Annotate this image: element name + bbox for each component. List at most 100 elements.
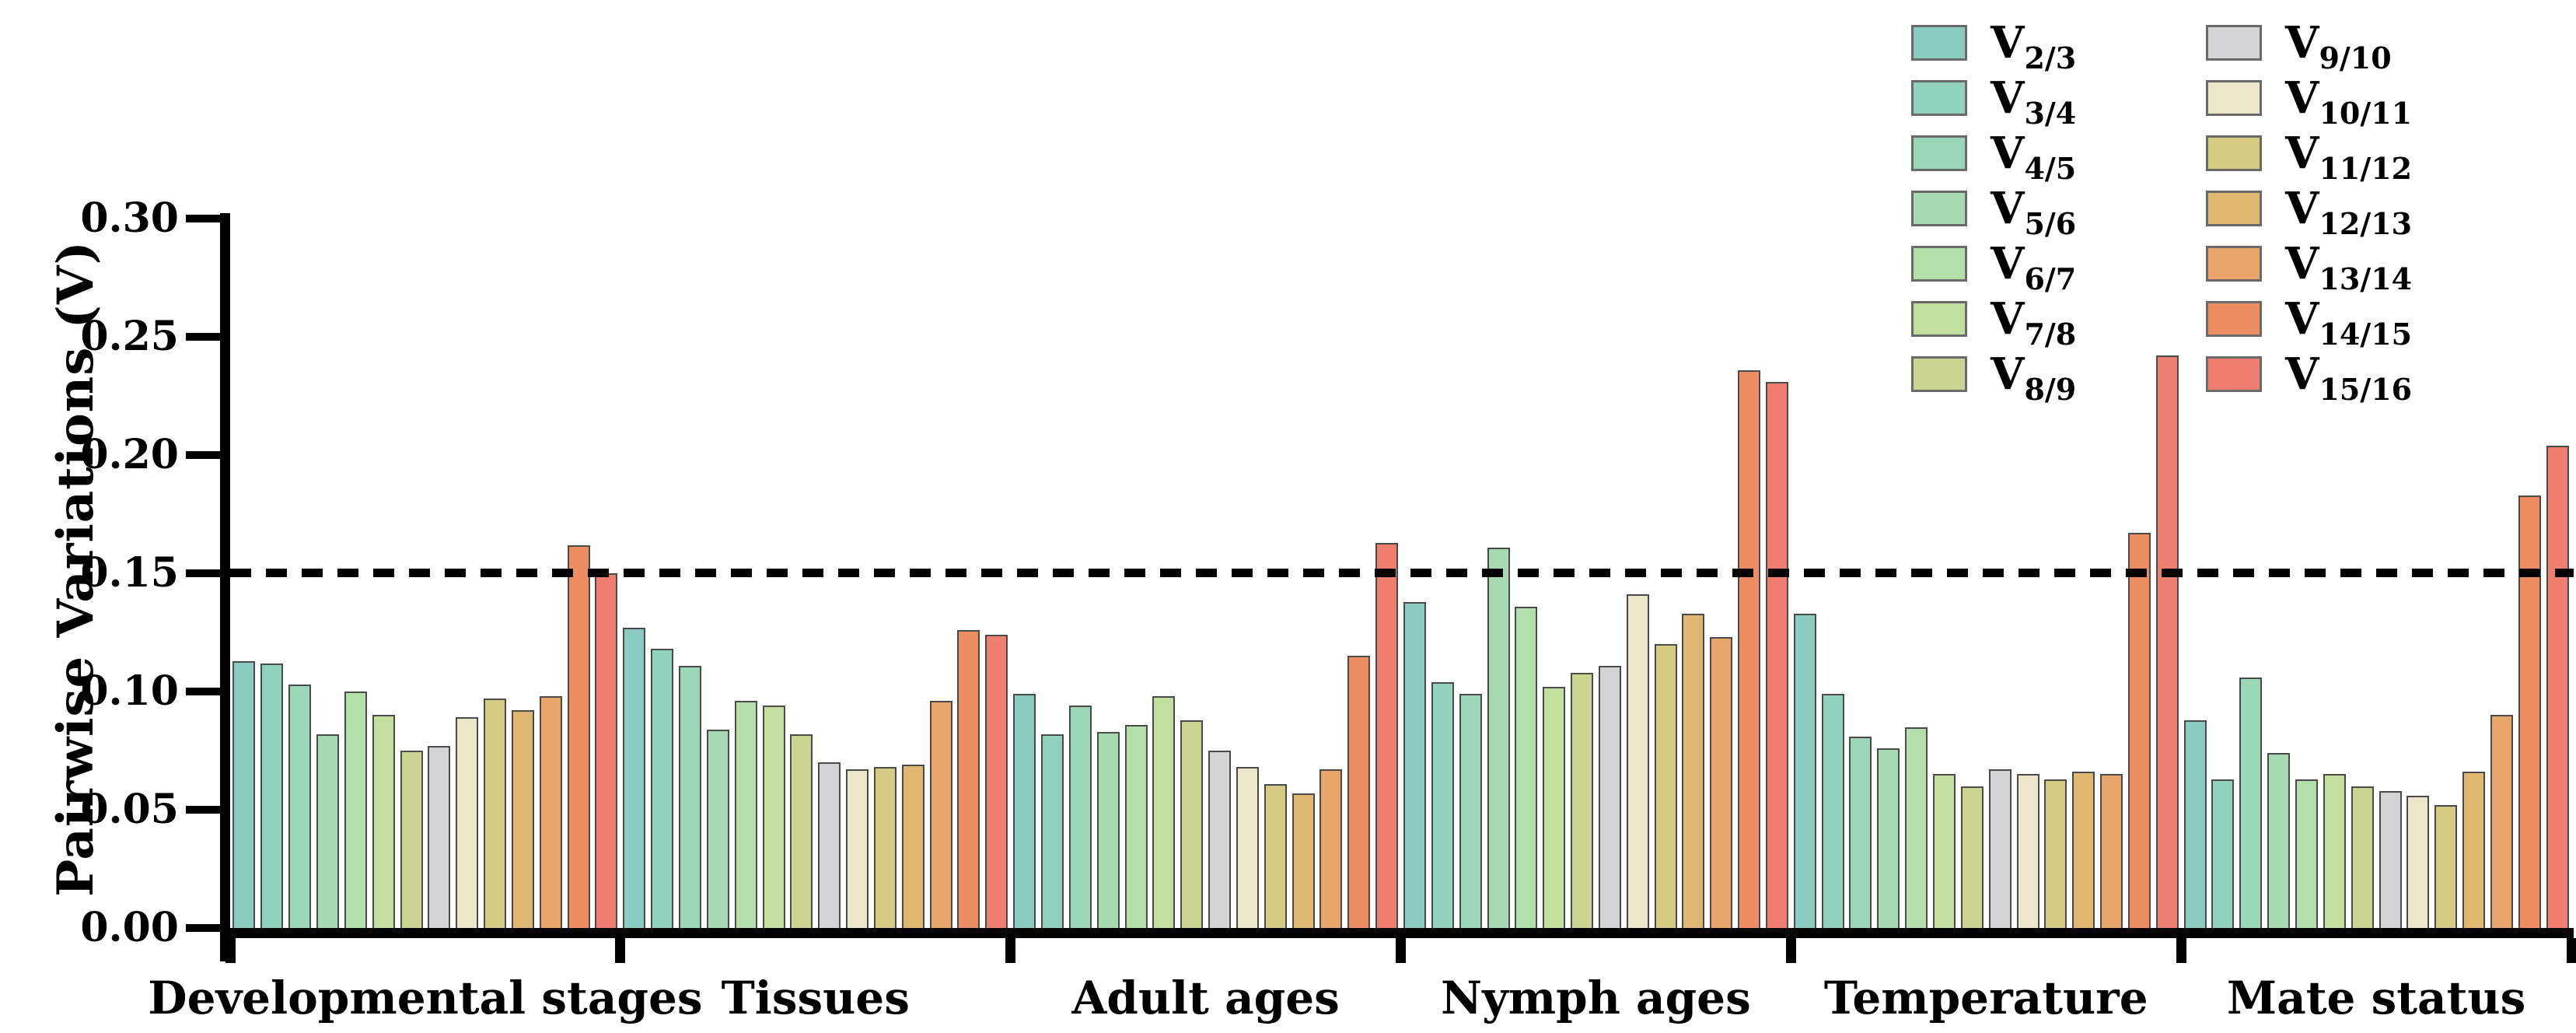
bar-V9-10-group1: [428, 745, 451, 928]
bar-V4-5-group2: [678, 665, 701, 928]
bar-V9-10-group3: [1208, 751, 1231, 928]
legend-label-V7-8: V7/8: [1991, 293, 2077, 352]
bar-V10-11-group2: [846, 769, 869, 928]
bar-V15-16-group6: [2546, 445, 2569, 928]
x-group-boundary-tick: [1785, 938, 1796, 963]
bar-V11-12-group6: [2434, 804, 2458, 928]
bar-V2-3-group1: [232, 660, 256, 928]
y-tick: [186, 806, 220, 814]
bar-V7-8-group4: [1543, 686, 1566, 928]
legend-label-V5-6: V5/6: [1991, 183, 2077, 241]
bar-V12-13-group5: [2072, 772, 2095, 928]
bar-V5-6-group6: [2267, 753, 2291, 928]
bar-V7-8-group3: [1152, 696, 1176, 928]
x-group-label: Nymph ages: [1441, 972, 1751, 1024]
legend-label-V8-9: V8/9: [1991, 348, 2077, 407]
bar-V3-4-group4: [1431, 681, 1454, 928]
bar-V5-6-group5: [1877, 748, 1900, 928]
bar-V11-12-group1: [484, 699, 506, 928]
bar-V12-13-group4: [1682, 613, 1705, 928]
legend-label-V9-10: V9/10: [2285, 17, 2392, 75]
legend-swatch-V3-4: [1911, 80, 1967, 116]
bar-V4-5-group3: [1068, 706, 1092, 928]
bar-V11-12-group4: [1654, 644, 1677, 928]
bar-V2-3-group5: [1793, 613, 1816, 928]
bar-V14-15-group4: [1738, 369, 1761, 928]
bar-V15-16-group5: [2155, 355, 2179, 928]
bar-V7-8-group2: [762, 706, 785, 928]
threshold-dashed-line: [230, 569, 2574, 577]
x-group-boundary-tick: [1396, 938, 1406, 963]
bar-V11-12-group3: [1264, 783, 1287, 928]
x-group-label: Temperature: [1823, 972, 2148, 1024]
bar-V14-15-group3: [1347, 656, 1371, 928]
bar-V10-11-group3: [1236, 767, 1259, 928]
legend-swatch-V12-13: [2206, 191, 2262, 226]
y-tick-label: 0.00: [80, 904, 179, 951]
bar-V12-13-group2: [901, 765, 924, 928]
y-tick: [186, 688, 220, 695]
legend-label-V2-3: V2/3: [1991, 17, 2077, 75]
bar-V8-9-group5: [1960, 786, 1984, 928]
bar-V2-3-group6: [2183, 720, 2207, 928]
bar-V5-6-group4: [1487, 547, 1510, 928]
bar-V15-16-group2: [985, 635, 1008, 928]
bar-V13-14-group6: [2490, 715, 2513, 928]
bar-V10-11-group1: [456, 717, 479, 928]
legend-swatch-V14-15: [2206, 301, 2262, 337]
bar-V3-4-group3: [1040, 734, 1064, 928]
y-tick: [186, 333, 220, 341]
x-group-label: Mate status: [2226, 972, 2526, 1024]
x-group-boundary-tick: [615, 938, 626, 963]
bar-V14-15-group2: [957, 630, 980, 928]
bar-V2-3-group3: [1013, 694, 1036, 928]
x-axis-spine: [220, 928, 2574, 938]
legend-swatch-V2-3: [1911, 25, 1967, 61]
bar-V14-15-group6: [2518, 495, 2541, 928]
legend-swatch-V10-11: [2206, 80, 2262, 116]
bar-V8-9-group2: [790, 734, 813, 928]
x-group-label: Tissues: [721, 972, 910, 1024]
legend-swatch-V7-8: [1911, 301, 1967, 337]
bar-V13-14-group3: [1319, 769, 1343, 928]
y-tick: [186, 924, 220, 932]
legend-swatch-V8-9: [1911, 356, 1967, 392]
bar-V8-9-group6: [2351, 786, 2374, 928]
legend-swatch-V15-16: [2206, 356, 2262, 392]
y-tick: [186, 569, 220, 577]
bar-V13-14-group4: [1710, 637, 1733, 928]
bar-V14-15-group5: [2127, 533, 2151, 928]
y-tick-label: 0.15: [80, 549, 179, 597]
bar-V11-12-group5: [2044, 779, 2067, 928]
y-tick-label: 0.25: [80, 313, 179, 360]
y-tick-label: 0.05: [80, 786, 179, 833]
bar-V6-7-group5: [1905, 727, 1928, 928]
bar-V15-16-group4: [1765, 381, 1788, 928]
y-tick-label: 0.10: [80, 667, 179, 715]
legend-label-V14-15: V14/15: [2285, 293, 2413, 352]
bar-V4-5-group1: [288, 684, 312, 928]
bar-V3-4-group2: [651, 649, 674, 928]
bar-V15-16-group1: [595, 573, 618, 928]
bar-V5-6-group1: [316, 734, 339, 928]
bar-V9-10-group5: [1988, 769, 2012, 928]
bar-V9-10-group2: [818, 762, 841, 928]
bar-V6-7-group6: [2295, 779, 2318, 928]
bar-V6-7-group4: [1515, 606, 1538, 928]
legend-swatch-V9-10: [2206, 25, 2262, 61]
bar-V5-6-group2: [706, 729, 729, 928]
legend-swatch-V6-7: [1911, 246, 1967, 282]
bar-V4-5-group6: [2239, 677, 2263, 928]
legend-label-V4-5: V4/5: [1991, 128, 2077, 186]
bar-V15-16-group3: [1375, 542, 1399, 928]
legend-swatch-V13-14: [2206, 246, 2262, 282]
bar-V12-13-group3: [1291, 793, 1315, 928]
y-tick-label: 0.20: [80, 431, 179, 478]
y-tick: [186, 215, 220, 222]
x-group-boundary-tick: [225, 938, 236, 963]
legend-label-V3-4: V3/4: [1991, 72, 2077, 131]
legend-label-V12-13: V12/13: [2285, 183, 2413, 241]
bar-V9-10-group4: [1598, 665, 1621, 928]
bar-V12-13-group6: [2462, 772, 2485, 928]
